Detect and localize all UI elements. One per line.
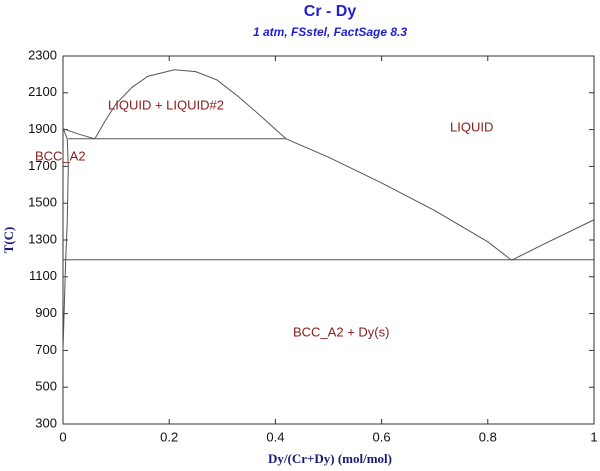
- y-tick-label: 2100: [28, 84, 57, 99]
- y-axis-label: T(C): [1, 227, 16, 254]
- y-tick-label: 1100: [29, 268, 57, 283]
- y-tick-label: 1300: [28, 231, 57, 246]
- y-tick-label: 1500: [28, 195, 57, 210]
- region-label: BCC_A2: [35, 148, 86, 163]
- y-tick-label: 500: [35, 379, 57, 394]
- region-label: LIQUID: [450, 119, 493, 134]
- y-tick-label: 1900: [28, 121, 57, 136]
- phase-boundary: [511, 219, 595, 261]
- region-label: BCC_A2 + Dy(s): [293, 324, 389, 339]
- phase-boundary: [62, 128, 95, 140]
- x-tick-label: 0.6: [373, 429, 391, 444]
- x-axis-label: Dy/(Cr+Dy) (mol/mol): [268, 451, 392, 466]
- x-tick-label: 0.8: [479, 429, 497, 444]
- y-tick-label: 900: [35, 305, 57, 320]
- y-tick-label: 300: [35, 415, 57, 430]
- y-tick-label: 700: [35, 342, 57, 357]
- phase-boundary: [285, 138, 513, 261]
- y-tick-label: 2300: [28, 47, 57, 62]
- chart-subtitle: 1 atm, FSstel, FactSage 8.3: [253, 25, 407, 39]
- x-tick-label: 0: [59, 429, 66, 444]
- phase-boundary: [94, 69, 287, 140]
- x-tick-label: 0.4: [266, 429, 284, 444]
- x-tick-label: 1: [590, 429, 597, 444]
- y-tick-label: 1700: [28, 158, 57, 173]
- x-tick-label: 0.2: [160, 429, 178, 444]
- chart-title: Cr - Dy: [304, 3, 357, 20]
- phase-boundary: [62, 127, 69, 351]
- region-label: LIQUID + LIQUID#2: [108, 97, 224, 112]
